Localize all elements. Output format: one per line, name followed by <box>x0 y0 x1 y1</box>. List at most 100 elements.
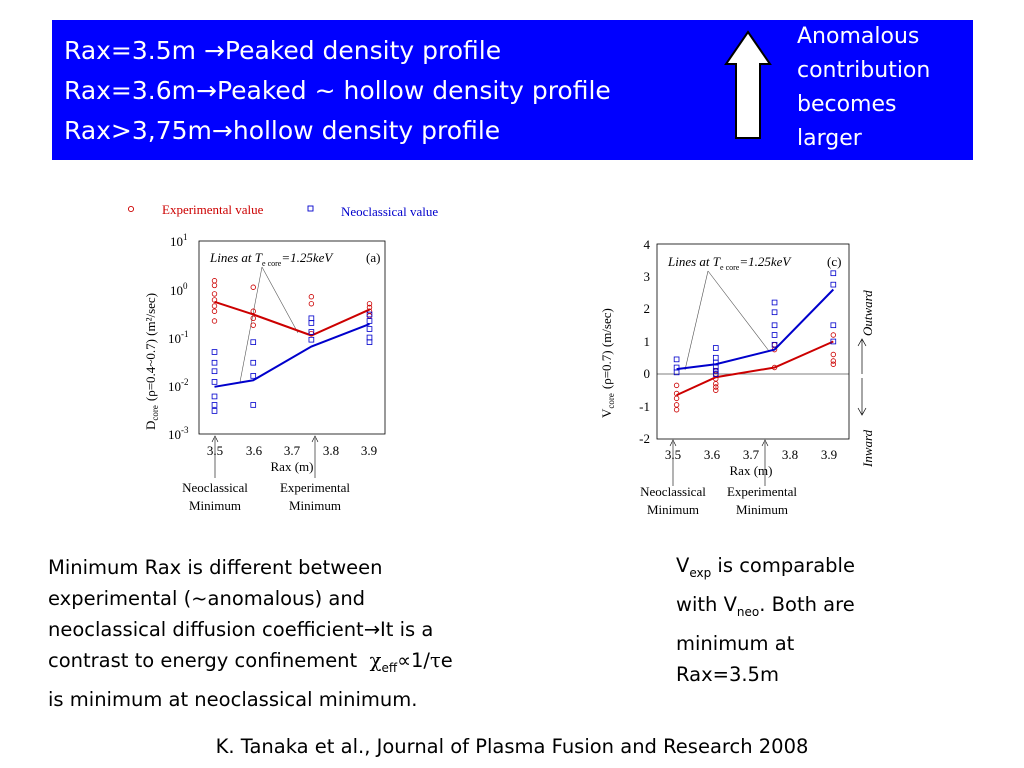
left-note-line: experimental (~anomalous) and <box>48 587 366 610</box>
outward-label: Outward <box>860 290 875 336</box>
chart-a-panel-label: (a) <box>366 250 380 265</box>
chart-a-experimental-line <box>214 300 370 337</box>
y-tick-label: 3 <box>644 269 651 284</box>
chart-c-experimental-point <box>673 407 680 413</box>
chart-a-experimental-point <box>211 282 218 289</box>
svg-text:Vcore(ρ=0.7) (m/sec): Vcore(ρ=0.7) (m/sec) <box>599 308 616 418</box>
chart-c-neoclassical-point <box>771 322 778 329</box>
chart-a-neoclassical-point <box>250 402 257 408</box>
chart-a-neoclassical-point <box>366 318 373 324</box>
chart-a-experimental-point <box>211 318 218 324</box>
chart-a-neoclassical-point <box>211 368 218 375</box>
chart-c-neoclassical-point <box>830 322 837 329</box>
header-banner: Rax=3.5m →Peaked density profile Rax=3.6… <box>52 20 973 160</box>
chart-a-annotation: Lines at Te core=1.25keV <box>209 250 334 268</box>
chart-c-experimental-point <box>830 358 837 364</box>
anomalous-line: becomes <box>797 92 897 117</box>
chart-a-neoclassical-minimum-label2: Minimum <box>189 498 241 513</box>
chart-a-neoclassical-point <box>308 336 315 343</box>
chart-c-experimental-line <box>676 340 834 397</box>
chart-a-x-axis-label: Rax (m) <box>271 459 314 474</box>
chart-a-neoclassical-minimum-label: Neoclassical <box>182 480 248 495</box>
x-tick-label: 3.8 <box>323 443 339 458</box>
chart-a-neoclassical-point <box>211 402 218 408</box>
chart-a-experimental-point <box>211 278 218 284</box>
x-tick-label: 3.9 <box>361 443 377 458</box>
chart-c-experimental-point <box>673 395 680 402</box>
chart-c-neoclassical-point <box>712 371 719 377</box>
chart-c-experimental-point <box>771 342 778 348</box>
right-note: Vexp is comparable with Vneo. Both are m… <box>676 550 855 690</box>
chart-a-experimental-point <box>211 308 218 314</box>
chart-c-neoclassical-point <box>673 356 680 363</box>
x-tick-label: 3.6 <box>246 443 263 458</box>
banner-line-3: Rax>3,75m→hollow density profile <box>64 116 501 145</box>
x-tick-label: 3.7 <box>743 447 760 462</box>
citation: K. Tanaka et al., Journal of Plasma Fusi… <box>215 735 809 758</box>
y-tick-label: 2 <box>644 301 651 316</box>
y-tick-label: 1 <box>644 334 651 349</box>
x-tick-label: 3.6 <box>704 447 721 462</box>
chart-c-experimental-point <box>673 382 680 389</box>
chart-c-y-axis-label: Vcore(ρ=0.7) (m/sec) <box>599 308 616 418</box>
legend-neoclassical-marker <box>307 205 314 212</box>
chart-a-minima-arrows <box>211 435 319 478</box>
chart-c-neoclassical-point <box>712 354 719 361</box>
inward-label: Inward <box>860 429 875 468</box>
chart-c-frame <box>656 243 850 440</box>
chart-c-neoclassical-minimum-label: Neoclassical <box>640 484 706 499</box>
chart-c-neoclassical-point <box>771 341 778 348</box>
chart-c-experimental-point <box>830 332 837 338</box>
chart-a-neoclassical-point <box>250 339 257 345</box>
chart-a-experimental-point <box>250 315 256 321</box>
svg-text:Dcore(ρ=0.4~0.7) (m²/sec): Dcore(ρ=0.4~0.7) (m²/sec) <box>143 293 160 430</box>
y-tick-label: 101 <box>170 232 188 249</box>
chart-c-neoclassical-point <box>673 369 680 376</box>
chart-c-y-ticks: -2 -1 0 1 2 3 4 <box>639 237 650 446</box>
chart-a-experimental-point <box>308 294 315 300</box>
chart-a-frame <box>198 240 386 435</box>
legend-experimental-label: Experimental value <box>162 202 264 217</box>
legend-experimental-marker <box>127 205 135 213</box>
chart-c-neoclassical-point <box>771 299 778 306</box>
chart-c-annotation: Lines at Te core=1.25keV <box>667 254 792 272</box>
chart-a-neoclassical-point <box>211 393 218 400</box>
y-tick-label: 10-1 <box>168 329 189 346</box>
right-note-line: with Vneo. Both are <box>676 592 855 619</box>
left-note-line: contrast to energy confinement χeff∝1/τe <box>48 649 453 675</box>
y-tick-label: 10-3 <box>168 425 189 442</box>
chart-c-experimental-minimum-label: Experimental <box>727 484 797 499</box>
chart-c-velocity: 3.5 3.6 3.7 3.8 3.9 -2 -1 0 1 2 3 4 Rax … <box>599 237 875 517</box>
anomalous-line: larger <box>797 126 862 151</box>
chart-c-neoclassical-point <box>830 281 837 288</box>
chart-a-neoclassical-line <box>214 323 370 388</box>
y-tick-label: -2 <box>639 431 650 446</box>
chart-a-x-ticks: 3.5 3.6 3.7 3.8 3.9 <box>207 443 377 458</box>
chart-c-experimental-point <box>713 387 719 393</box>
chart-a-neoclassical-point <box>250 373 257 379</box>
chart-c-experimental-point <box>830 351 837 358</box>
banner-line-1: Rax=3.5m →Peaked density profile <box>64 36 502 65</box>
chart-a-neoclassical-point <box>308 315 315 322</box>
chart-c-minima-arrows <box>669 439 769 486</box>
y-tick-label: 0 <box>644 366 651 381</box>
right-note-line: Rax=3.5m <box>676 662 779 686</box>
left-note: Minimum Rax is different between experim… <box>48 552 453 715</box>
y-tick-label: -1 <box>639 399 650 414</box>
chart-c-neoclassical-point <box>712 367 719 374</box>
chart-c-experimental-point <box>713 381 719 387</box>
chart-a-experimental-point <box>211 303 218 309</box>
chart-a-neoclassical-point <box>366 326 373 332</box>
x-tick-label: 3.7 <box>284 443 301 458</box>
chart-c-panel-label: (c) <box>827 254 841 269</box>
chart-a-experimental-point <box>250 284 256 290</box>
chart-a-experimental-point <box>250 322 256 328</box>
chart-c-experimental-point <box>830 361 837 367</box>
chart-a-neoclassical-point <box>250 359 257 366</box>
left-note-line: Minimum Rax is different between <box>48 556 383 579</box>
x-tick-label: 3.9 <box>821 447 837 462</box>
anomalous-line: contribution <box>797 58 931 83</box>
chart-a-neoclassical-point <box>366 339 373 345</box>
chart-a-y-axis-label: Dcore(ρ=0.4~0.7) (m²/sec) <box>143 293 160 430</box>
chart-a-experimental-point <box>366 313 373 319</box>
